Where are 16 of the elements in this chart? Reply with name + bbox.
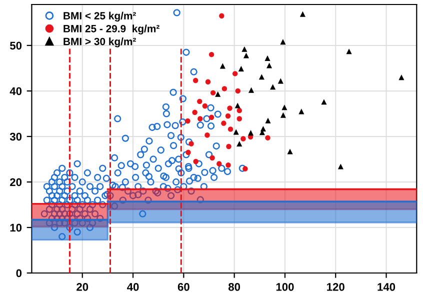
y-tick-label: 20 (10, 178, 22, 186)
y-tick-label: 10 (10, 224, 22, 232)
x-tick-label: 120 (327, 283, 344, 291)
x-tick-label: 80 (228, 283, 240, 291)
x-tick-label: 20 (76, 283, 88, 291)
legend-label: BMI > 30 kg/m² (64, 38, 136, 48)
x-tick-label: 60 (178, 283, 190, 291)
legend-label: BMI 25 - 29.9 kg/m² (64, 24, 160, 34)
y-tick-label: 50 (10, 42, 22, 50)
y-tick-label: 0 (16, 269, 22, 278)
x-tick-label: 40 (127, 283, 139, 291)
x-tick-label: 100 (276, 283, 294, 291)
legend-label: BMI < 25 kg/m² (64, 12, 136, 22)
y-tick-label: 30 (10, 132, 22, 141)
x-tick-label: 140 (378, 283, 396, 291)
y-tick-label: 40 (10, 87, 22, 96)
